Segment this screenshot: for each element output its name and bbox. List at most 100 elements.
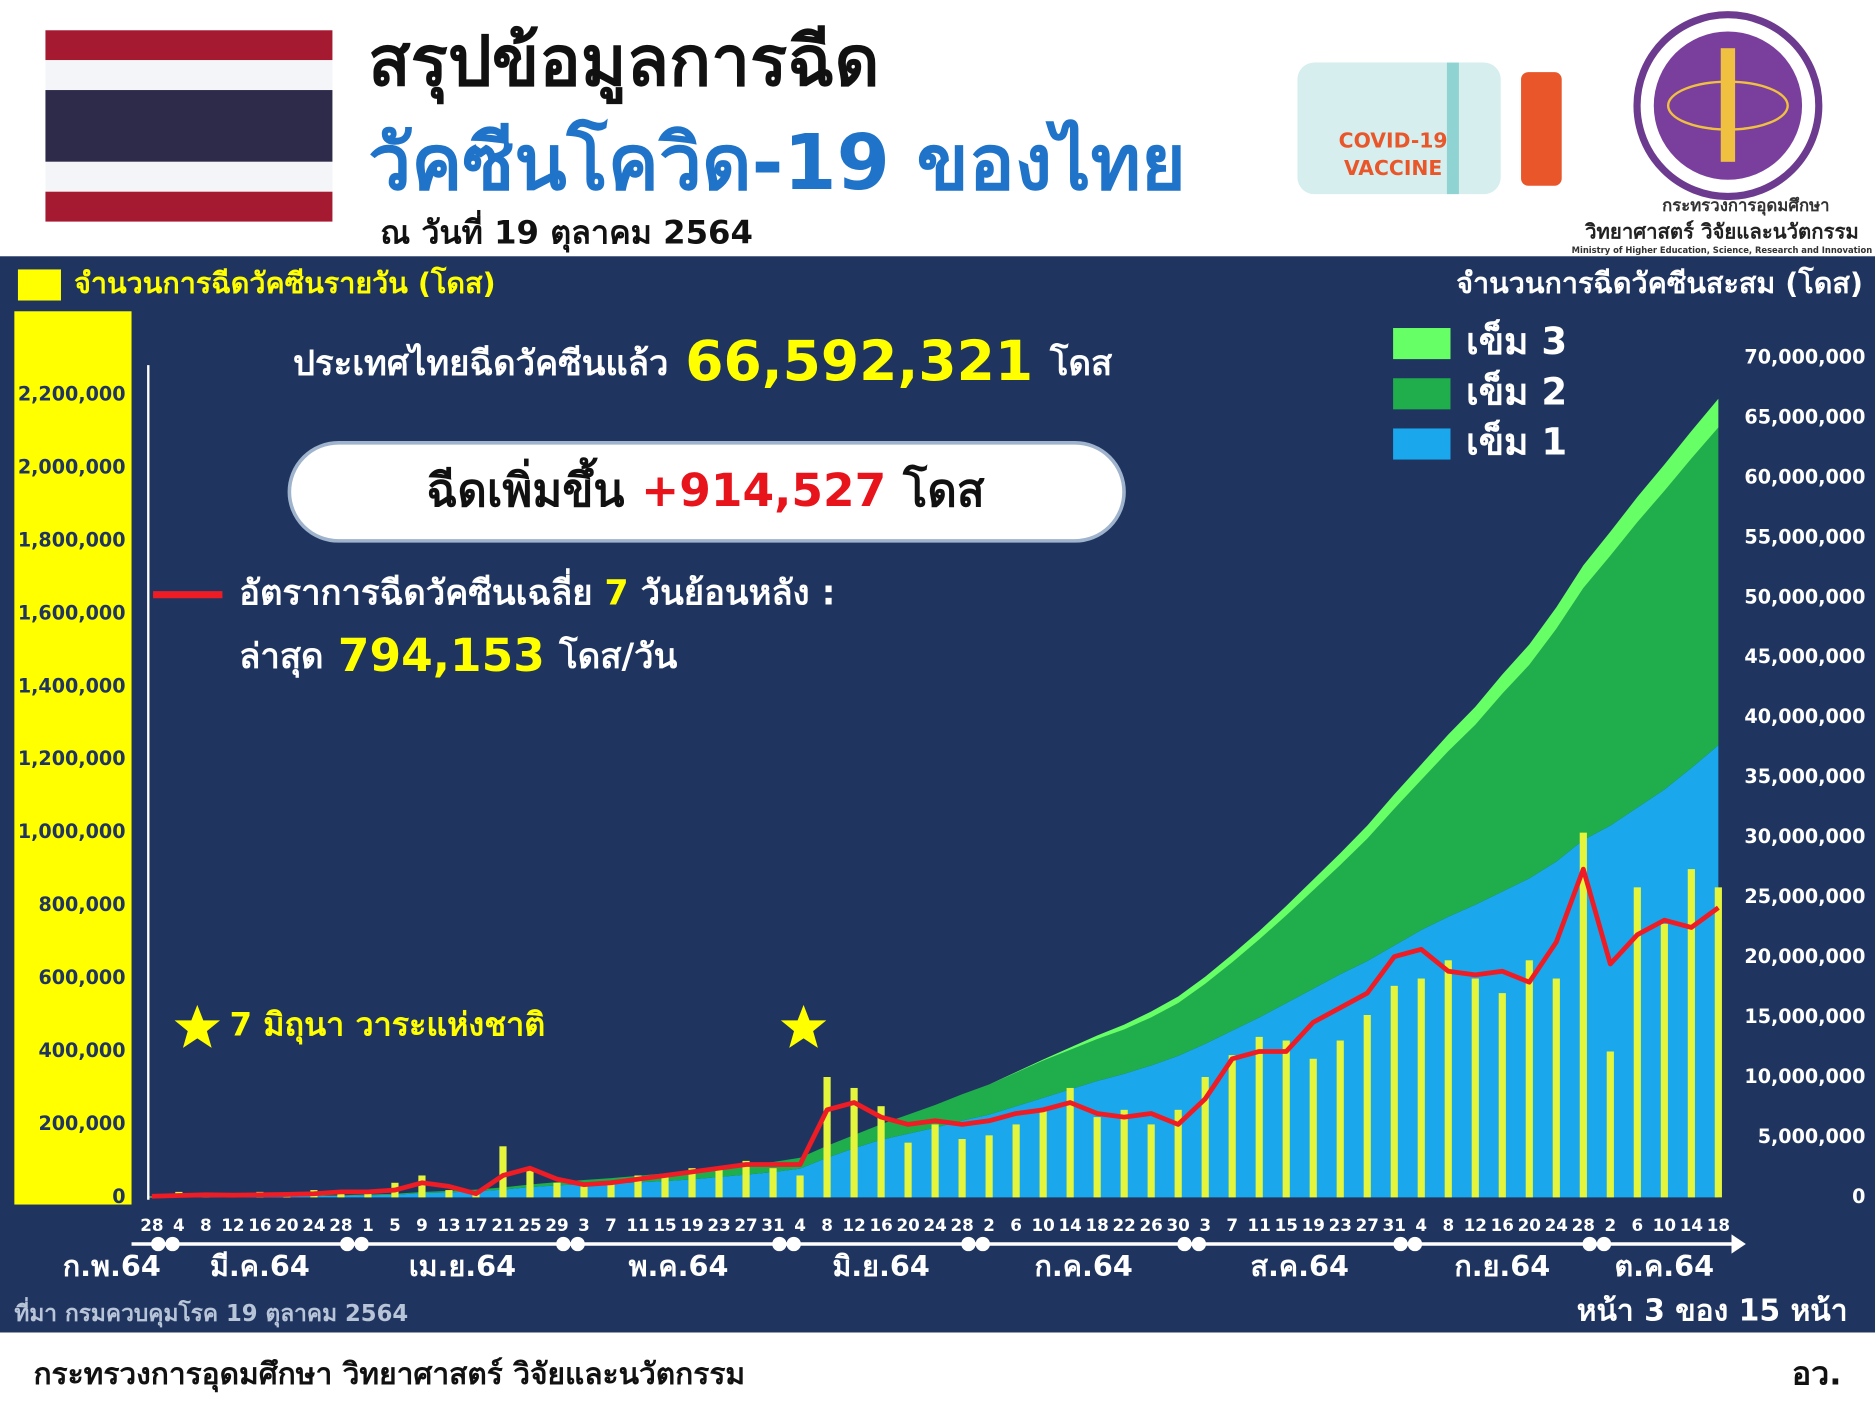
y2-tick-label: 20,000,000 — [1744, 945, 1865, 968]
bar — [1282, 1040, 1290, 1198]
month-separator — [1393, 1236, 1408, 1252]
bar — [607, 1182, 615, 1198]
page-number: หน้า 3 ของ 15 หน้า — [1577, 1294, 1848, 1329]
y2-tick-label: 15,000,000 — [1744, 1005, 1865, 1028]
bar — [715, 1168, 723, 1198]
x-axis-arrow — [1731, 1234, 1746, 1254]
bar — [1687, 869, 1695, 1198]
total-value: 66,592,321 — [685, 329, 1033, 393]
increase-unit: โดส — [902, 463, 985, 517]
y-tick-label: 1,600,000 — [18, 601, 126, 624]
y2-tick-label: 70,000,000 — [1744, 345, 1865, 368]
x-tick-label: 16 — [1491, 1215, 1514, 1235]
bar — [1147, 1124, 1155, 1198]
bar — [1255, 1036, 1263, 1198]
legend-label: เข็ม 2 — [1466, 368, 1567, 413]
x-tick-label: 11 — [1248, 1215, 1271, 1235]
avg-title-a: อัตราการฉีดวัคซีนเฉลี่ย — [239, 568, 592, 614]
y-tick-label: 600,000 — [38, 966, 125, 989]
x-tick-label: 28 — [1572, 1215, 1595, 1235]
bar — [526, 1168, 534, 1198]
total-prefix: ประเทศไทยฉีดวัคซีนแล้ว — [293, 342, 669, 384]
bar — [1471, 978, 1479, 1198]
avg-title-b: วันย้อนหลัง : — [641, 574, 836, 614]
month-separator — [961, 1236, 976, 1252]
total-text: ประเทศไทยฉีดวัคซีนแล้ว 66,592,321 โดส — [293, 329, 1113, 393]
bar — [1579, 832, 1587, 1198]
bar — [1633, 887, 1641, 1198]
bar — [1228, 1055, 1236, 1198]
x-tick-label: 2 — [983, 1215, 995, 1235]
x-tick-label: 31 — [761, 1215, 784, 1235]
bar — [499, 1146, 507, 1198]
x-tick-label: 2 — [1604, 1215, 1616, 1235]
bar — [1498, 993, 1506, 1198]
y-tick-label: 1,000,000 — [18, 820, 126, 843]
bar — [1417, 978, 1425, 1198]
line — [151, 866, 1720, 1199]
bar — [1039, 1109, 1047, 1198]
x-tick-label: 15 — [1275, 1215, 1298, 1235]
legend-swatch — [1393, 378, 1451, 410]
bar — [1390, 985, 1398, 1198]
y-tick-label: 1,200,000 — [18, 747, 126, 770]
month-separator — [340, 1236, 355, 1252]
x-tick-label: 9 — [416, 1215, 428, 1235]
month-label: ก.ย.64 — [1454, 1249, 1550, 1283]
y2-tick-label: 25,000,000 — [1744, 885, 1865, 908]
y-tick-label: 2,200,000 — [18, 382, 126, 405]
bar — [553, 1182, 561, 1198]
x-tick-label: 22 — [1113, 1215, 1136, 1235]
avg-latest-prefix: ล่าสุด — [239, 637, 323, 678]
x-tick-label: 20 — [896, 1215, 919, 1235]
bar — [1309, 1058, 1317, 1198]
x-tick-label: 21 — [491, 1215, 514, 1235]
x-tick-label: 19 — [680, 1215, 703, 1235]
x-tick-label: 8 — [200, 1215, 212, 1235]
month-separator — [1596, 1236, 1612, 1252]
left-axis-band — [14, 311, 132, 1205]
bar — [1444, 960, 1452, 1198]
x-tick-label: 1 — [362, 1215, 374, 1235]
bar — [580, 1186, 588, 1198]
legend-swatch — [1393, 428, 1451, 460]
legend-swatch — [1393, 328, 1451, 360]
bar — [634, 1175, 642, 1198]
x-tick-label: 5 — [389, 1215, 401, 1235]
bar — [418, 1175, 426, 1198]
bar — [931, 1124, 939, 1198]
bar — [769, 1168, 777, 1198]
x-tick-label: 10 — [1031, 1215, 1054, 1235]
x-tick-label: 18 — [1707, 1215, 1730, 1235]
subtitle: วัคซีนโควิด-19 ของไทย — [368, 118, 1186, 208]
month-separator — [354, 1236, 369, 1252]
bar — [904, 1142, 912, 1198]
bar — [823, 1077, 831, 1198]
x-tick-label: 8 — [821, 1215, 833, 1235]
annotation: 7 มิถุนา วาระแห่งชาติ — [230, 1005, 546, 1045]
x-tick-label: 6 — [1631, 1215, 1643, 1235]
bar — [1174, 1109, 1182, 1198]
month-separator — [1191, 1236, 1207, 1252]
x-tick-label: 4 — [1415, 1215, 1427, 1235]
x-tick-label: 16 — [869, 1215, 892, 1235]
vaccine-icon: COVID-19 VACCINE — [1297, 62, 1562, 195]
x-tick-label: 3 — [578, 1215, 590, 1235]
x-tick-label: 3 — [1199, 1215, 1211, 1235]
plot — [148, 398, 1722, 1199]
avg-latest-unit: โดส/วัน — [558, 635, 677, 677]
ministry-text: กระทรวงการอุดมศึกษา — [1662, 195, 1829, 216]
x-tick-label: 4 — [794, 1215, 806, 1235]
date: ณ วันที่ 19 ตุลาคม 2564 — [380, 210, 753, 254]
month-separator — [786, 1236, 801, 1252]
bar — [877, 1106, 885, 1198]
x-tick-label: 28 — [140, 1215, 163, 1235]
bar — [742, 1160, 750, 1198]
x-tick-label: 23 — [1329, 1215, 1352, 1235]
x-tick-label: 8 — [1442, 1215, 1454, 1235]
x-tick-label: 7 — [605, 1215, 617, 1235]
bar — [1336, 1040, 1344, 1198]
legend-swatch — [17, 269, 61, 301]
month-separator — [556, 1236, 571, 1252]
